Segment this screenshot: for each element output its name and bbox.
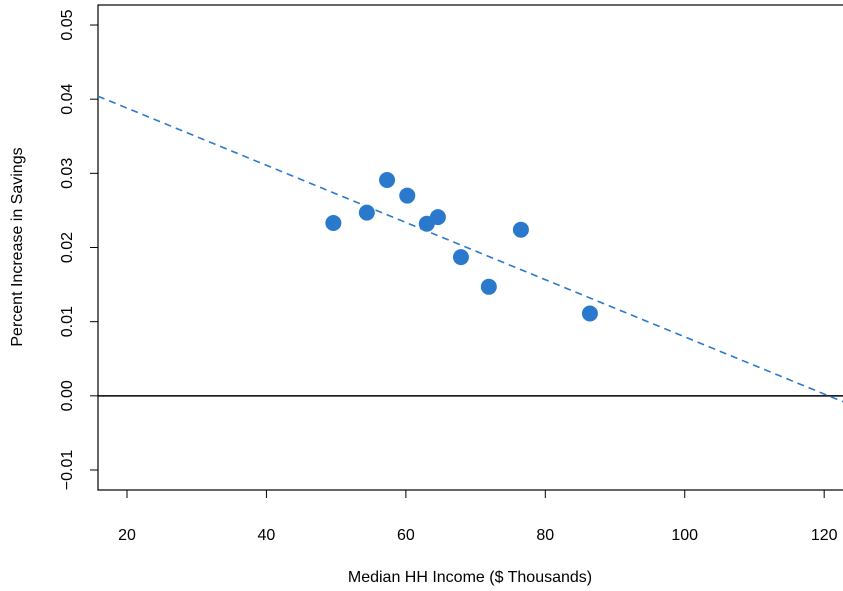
- y-tick-label: 0.00: [59, 380, 76, 411]
- x-tick-label: 120: [811, 527, 838, 544]
- point: [358, 204, 375, 221]
- y-tick-label: 0.05: [59, 9, 76, 40]
- y-tick-label: 0.04: [59, 84, 76, 115]
- y-tick-label: 0.03: [59, 158, 76, 189]
- x-tick-label: 80: [536, 527, 554, 544]
- x-tick-label: 20: [118, 527, 136, 544]
- point: [379, 172, 396, 189]
- x-axis-label: Median HH Income ($ Thousands): [348, 569, 592, 586]
- point: [429, 209, 446, 226]
- fit-line: [97, 95, 843, 403]
- point: [480, 278, 497, 295]
- point: [325, 215, 342, 232]
- y-axis-label: Percent Increase in Savings: [9, 147, 26, 346]
- x-tick-label: 60: [397, 527, 415, 544]
- point: [399, 187, 416, 204]
- point: [452, 249, 469, 266]
- x-tick-label: 100: [671, 527, 698, 544]
- y-tick-label: 0.01: [59, 306, 76, 337]
- y-tick-label: 0.02: [59, 232, 76, 263]
- x-tick-label: 40: [258, 527, 276, 544]
- plot-frame: [97, 4, 843, 491]
- point: [512, 221, 529, 238]
- point: [581, 305, 598, 322]
- y-tick-label: −0.01: [59, 450, 76, 491]
